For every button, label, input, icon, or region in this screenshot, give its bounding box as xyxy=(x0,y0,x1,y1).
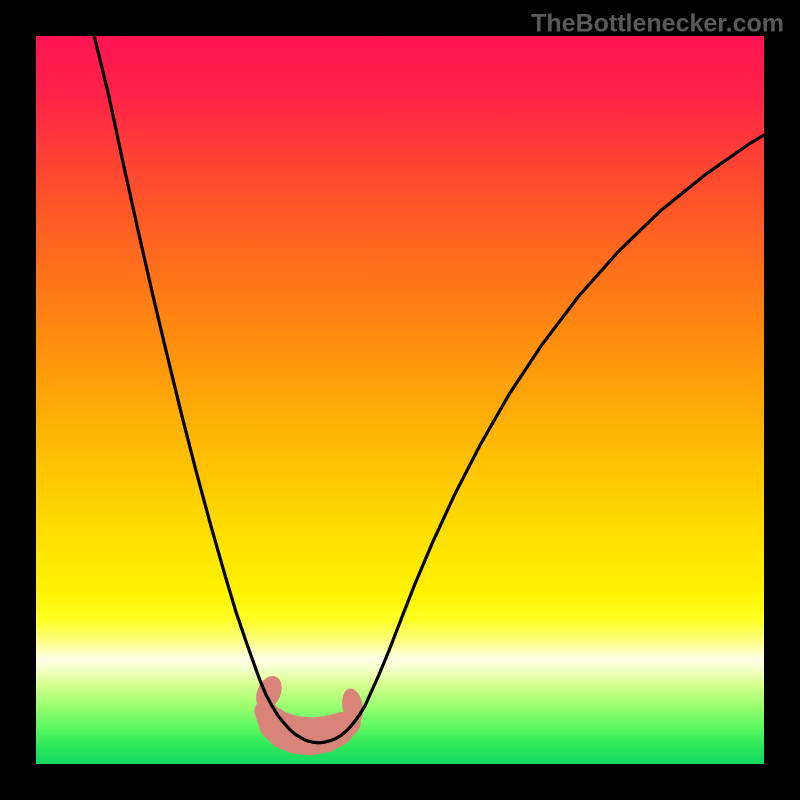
plot-area xyxy=(36,36,764,764)
watermark-text: TheBottlenecker.com xyxy=(531,9,784,37)
bottleneck-chart: TheBottlenecker.com xyxy=(0,0,800,800)
